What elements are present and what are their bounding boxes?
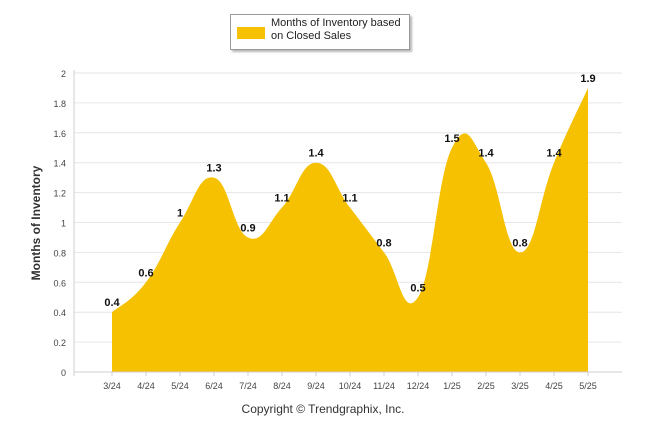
y-tick-label: 1.6 (53, 129, 66, 139)
y-tick-label: 0 (61, 368, 66, 378)
x-tick-label: 7/24 (239, 381, 257, 391)
data-label: 1.1 (342, 193, 357, 205)
data-label: 1 (177, 208, 183, 220)
data-label: 1.1 (274, 193, 289, 205)
x-tick-label: 5/24 (171, 381, 189, 391)
legend-swatch (237, 27, 265, 39)
x-tick-label: 1/25 (443, 381, 461, 391)
y-tick-label: 1.4 (53, 159, 66, 169)
x-tick-label: 2/25 (477, 381, 495, 391)
x-tick-label: 3/24 (103, 381, 121, 391)
x-tick-label: 10/24 (339, 381, 362, 391)
y-tick-labels: 0 0.2 0.4 0.6 0.8 1 1.2 1.4 1.6 1.8 2 (53, 69, 66, 378)
y-tick-label: 2 (61, 69, 66, 79)
data-labels: 0.4 0.6 1 1.3 0.9 1.1 1.4 1.1 0.8 0.5 1.5 1.4 0.8 1.4… (104, 73, 595, 309)
x-tick-label: 8/24 (273, 381, 291, 391)
data-label: 1.4 (478, 148, 494, 160)
legend: Months of Inventory based on Closed Sale… (230, 14, 410, 50)
legend-label: Months of Inventory based on Closed Sale… (271, 17, 401, 42)
x-tick-labels: 3/24 4/24 5/24 6/24 7/24 8/24 9/24 10/24 11/24 12… (103, 372, 597, 391)
y-axis-label: Months of Inventory (29, 165, 43, 281)
x-tick-label: 12/24 (407, 381, 430, 391)
data-label: 1.4 (308, 148, 324, 160)
y-tick-label: 0.2 (53, 338, 66, 348)
series-area-path (112, 87, 588, 372)
y-tick-label: 1.8 (53, 99, 66, 109)
x-tick-label: 4/24 (137, 381, 155, 391)
x-tick-label: 9/24 (307, 381, 325, 391)
x-tick-label: 4/25 (545, 381, 563, 391)
data-label: 0.8 (512, 237, 527, 249)
data-label: 1.3 (206, 163, 221, 175)
data-label: 1.4 (546, 148, 562, 160)
copyright-footer: Copyright © Trendgraphix, Inc. (241, 402, 405, 416)
y-tick-label: 1 (61, 219, 66, 229)
axes (73, 70, 622, 376)
y-tick-label: 0.8 (53, 248, 66, 258)
data-label: 1.9 (580, 73, 595, 85)
data-label: 0.6 (138, 267, 153, 279)
y-tick-label: 0.4 (53, 308, 66, 318)
data-label: 0.5 (410, 282, 425, 294)
y-tick-label: 0.6 (53, 278, 66, 288)
series-area (112, 87, 588, 372)
data-label: 0.8 (376, 237, 391, 249)
x-tick-label: 3/25 (511, 381, 529, 391)
data-label: 0.9 (240, 222, 255, 234)
data-label: 0.4 (104, 297, 120, 309)
y-tick-label: 1.2 (53, 189, 66, 199)
x-tick-label: 6/24 (205, 381, 223, 391)
data-label: 1.5 (444, 133, 459, 145)
x-tick-label: 5/25 (579, 381, 597, 391)
x-tick-label: 11/24 (373, 381, 395, 391)
